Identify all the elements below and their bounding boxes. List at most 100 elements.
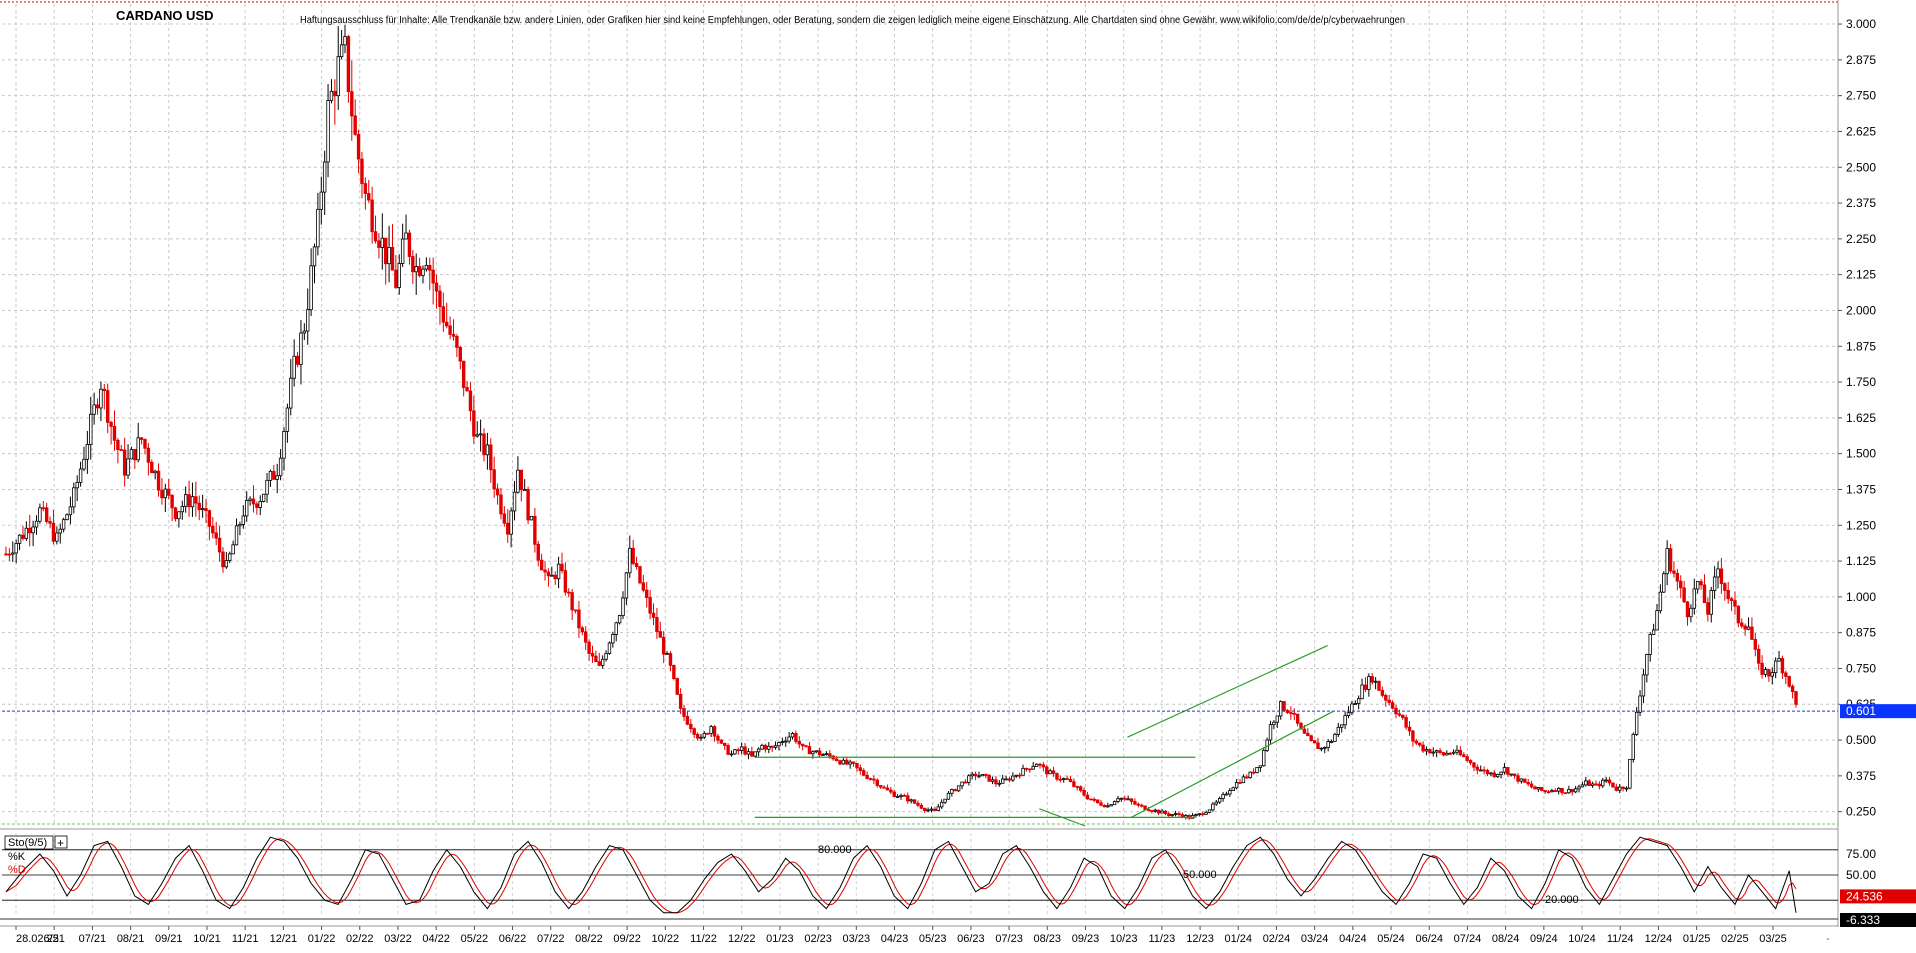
candle-up bbox=[1004, 778, 1008, 781]
candle-up bbox=[1211, 803, 1215, 811]
candle-up bbox=[343, 36, 347, 46]
candle-up bbox=[1255, 767, 1259, 773]
candle-down bbox=[204, 508, 208, 512]
candle-down bbox=[116, 439, 120, 450]
candle-down bbox=[95, 404, 100, 409]
candle-up bbox=[1231, 787, 1235, 792]
candle-up bbox=[522, 489, 527, 491]
sto-tick-label: 75.00 bbox=[1846, 847, 1876, 861]
candle-up bbox=[1773, 660, 1778, 674]
candle-up bbox=[784, 740, 788, 743]
candle-down bbox=[1546, 791, 1551, 794]
candle-up bbox=[1777, 658, 1781, 662]
y-tick-label: 1.750 bbox=[1846, 375, 1876, 389]
candle-up bbox=[1278, 701, 1283, 717]
candle-down bbox=[658, 631, 662, 638]
candle-up bbox=[1119, 797, 1124, 800]
candle-up bbox=[1634, 711, 1639, 735]
candle-up bbox=[614, 622, 618, 635]
candle-down bbox=[1560, 787, 1564, 794]
candle-up bbox=[89, 413, 93, 445]
candle-up bbox=[909, 799, 913, 802]
candle-down bbox=[1404, 717, 1408, 728]
candle-down bbox=[1492, 772, 1496, 778]
x-tick-label: 07/23 bbox=[995, 933, 1023, 945]
candle-down bbox=[1295, 713, 1300, 724]
candle-down bbox=[394, 269, 398, 288]
candle-down bbox=[1543, 790, 1547, 793]
candle-up bbox=[177, 511, 181, 520]
candle-down bbox=[885, 787, 890, 791]
candle-down bbox=[1723, 583, 1727, 591]
y-tick-label: 2.250 bbox=[1846, 232, 1876, 246]
candle-up bbox=[1519, 778, 1524, 782]
y-tick-label: 2.500 bbox=[1846, 160, 1876, 174]
chart-title: CARDANO USD bbox=[116, 8, 214, 23]
candle-down bbox=[112, 425, 117, 441]
x-tick-label: 09/22 bbox=[613, 933, 641, 945]
candle-up bbox=[811, 751, 815, 755]
candle-up bbox=[1112, 801, 1117, 806]
candle-down bbox=[597, 661, 601, 666]
candle-down bbox=[1441, 752, 1446, 756]
candle-down bbox=[28, 527, 32, 534]
candle-down bbox=[973, 773, 978, 777]
candle-up bbox=[1262, 750, 1266, 767]
candle-down bbox=[119, 449, 123, 451]
candle-up bbox=[336, 56, 340, 97]
candle-up bbox=[1153, 809, 1157, 812]
candle-down bbox=[1282, 701, 1286, 711]
candle-up bbox=[1350, 703, 1354, 714]
candle-up bbox=[1319, 747, 1324, 750]
candle-down bbox=[655, 617, 659, 632]
candle-down bbox=[817, 750, 822, 756]
current-price-badge bbox=[1840, 704, 1916, 719]
candle-down bbox=[1078, 786, 1083, 791]
candle-up bbox=[248, 498, 252, 501]
candle-up bbox=[1655, 610, 1659, 631]
candle-down bbox=[594, 655, 598, 663]
candle-down bbox=[1082, 790, 1086, 796]
candle-up bbox=[824, 753, 829, 756]
x-tick-label: 07/21 bbox=[79, 933, 107, 945]
candle-up bbox=[153, 470, 157, 474]
candle-down bbox=[333, 90, 337, 97]
x-tick-label: 08/23 bbox=[1034, 933, 1062, 945]
candle-down bbox=[648, 597, 652, 614]
candle-up bbox=[1665, 548, 1669, 575]
candle-down bbox=[1743, 625, 1747, 630]
candle-up bbox=[34, 520, 39, 528]
candle-down bbox=[502, 513, 507, 524]
candle-down bbox=[1099, 802, 1103, 806]
candle-up bbox=[1346, 712, 1351, 717]
candle-down bbox=[207, 510, 212, 527]
candle-down bbox=[1448, 752, 1452, 755]
candle-down bbox=[763, 744, 768, 750]
candle-up bbox=[1536, 787, 1541, 790]
candle-down bbox=[641, 582, 646, 591]
candle-up bbox=[126, 458, 130, 476]
candle-up bbox=[841, 759, 846, 765]
candle-down bbox=[1475, 766, 1480, 771]
x-tick-label: 07/24 bbox=[1454, 933, 1482, 945]
candle-up bbox=[1326, 741, 1330, 748]
candle-down bbox=[1787, 676, 1791, 687]
candle-up bbox=[611, 634, 615, 644]
y-tick-label: 1.250 bbox=[1846, 518, 1876, 532]
candle-down bbox=[1045, 766, 1049, 775]
candle-down bbox=[133, 449, 137, 461]
candle-up bbox=[1356, 698, 1361, 704]
candle-down bbox=[1614, 786, 1619, 791]
candle-up bbox=[1160, 810, 1164, 814]
candle-down bbox=[902, 794, 907, 797]
candle-up bbox=[926, 809, 930, 812]
candle-down bbox=[1736, 605, 1741, 624]
candle-down bbox=[834, 758, 839, 762]
candle-down bbox=[1394, 707, 1398, 715]
x-tick-label: 08/24 bbox=[1492, 933, 1520, 945]
candle-up bbox=[1645, 654, 1649, 676]
candle-down bbox=[407, 232, 412, 257]
x-tick-label: 02/22 bbox=[346, 933, 374, 945]
candle-up bbox=[756, 748, 761, 753]
sto-guide-label: 80.000 bbox=[818, 844, 852, 856]
